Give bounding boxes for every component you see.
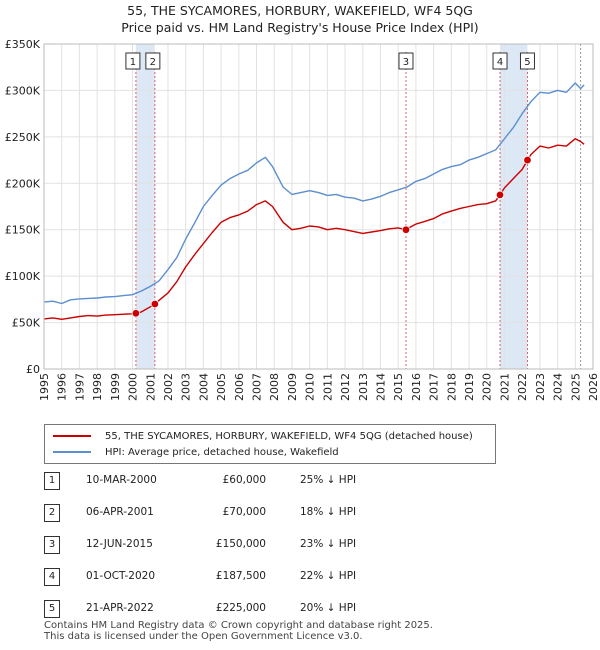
sale-point: [131, 309, 141, 318]
sale-number-box: [125, 52, 141, 70]
y-tick-label: £250K: [5, 131, 41, 144]
sale-price: £225,000: [215, 602, 266, 614]
x-tick-label: 2009: [286, 373, 299, 401]
x-tick-label: 2008: [268, 373, 281, 401]
y-tick-label: £350K: [5, 38, 41, 51]
chart-subtitle: Price paid vs. HM Land Registry's House …: [121, 20, 479, 35]
x-tick-label: 2017: [428, 373, 441, 401]
sale-date: 21-APR-2022: [86, 602, 154, 614]
sale-number-label: 3: [403, 57, 409, 68]
x-tick-label: 1997: [73, 373, 86, 401]
x-tick-label: 2011: [321, 373, 334, 401]
footer-copyright: Contains HM Land Registry data © Crown c…: [44, 620, 433, 631]
sale-row: 1 10-MAR-2000 £60,000 25% ↓ HPI: [44, 472, 374, 492]
sale-row: 4 01-OCT-2020 £187,500 22% ↓ HPI: [44, 568, 374, 588]
y-tick-label: £100K: [5, 270, 41, 283]
x-tick-label: 2010: [304, 373, 317, 401]
sale-hpi-diff: 20% ↓ HPI: [300, 602, 357, 614]
x-tick-label: 2024: [552, 373, 565, 401]
x-tick-label: 2002: [162, 373, 175, 401]
sale-number-box: [145, 52, 161, 70]
sale-point: [523, 155, 532, 165]
x-tick-label: 1995: [38, 373, 51, 401]
sale-point: [401, 225, 411, 234]
sale-number-label: 1: [130, 57, 136, 68]
x-tick-label: 2019: [463, 373, 476, 401]
sale-number-label: 2: [150, 57, 156, 68]
sale-number-badge: 5: [44, 600, 60, 618]
sale-price: £70,000: [222, 506, 266, 518]
sale-number-badge: 3: [44, 536, 60, 554]
x-tick-label: 2018: [445, 373, 458, 401]
sale-date: 10-MAR-2000: [86, 474, 157, 486]
x-tick-label: 2023: [534, 373, 547, 401]
sale-number-label: 4: [497, 57, 503, 68]
sale-point: [495, 190, 505, 200]
x-tick-label: 2016: [410, 373, 423, 401]
sale-number-badge: 4: [44, 568, 60, 586]
y-tick-label: £0: [26, 363, 40, 376]
legend-label-hpi: HPI: Average price, detached house, Wake…: [105, 446, 339, 458]
legend-item-hpi: HPI: Average price, detached house, Wake…: [53, 445, 339, 459]
x-tick-label: 1998: [91, 373, 104, 401]
y-tick-label: £50K: [12, 317, 41, 330]
x-tick-label: 2012: [339, 373, 352, 401]
sale-number-box: [492, 52, 508, 70]
x-tick-label: 2026: [587, 373, 600, 401]
x-tick-label: 1999: [109, 373, 122, 401]
chart-title: 55, THE SYCAMORES, HORBURY, WAKEFIELD, W…: [127, 3, 473, 18]
y-tick-label: £300K: [5, 84, 41, 97]
hpi-line: [43, 82, 585, 305]
legend-item-property: 55, THE SYCAMORES, HORBURY, WAKEFIELD, W…: [53, 429, 473, 443]
price-chart: 1 2 3 4 5 £0 £50K £100K £150K £200K £250K £300K £350…: [5, 38, 600, 401]
x-tick-label: 2013: [357, 373, 370, 401]
sale-price: £150,000: [215, 538, 266, 550]
footer: Contains HM Land Registry data © Crown c…: [44, 620, 433, 642]
y-tick-label: £200K: [5, 177, 41, 190]
sale-date: 01-OCT-2020: [86, 570, 155, 582]
sale-hpi-diff: 23% ↓ HPI: [300, 538, 357, 550]
sale-price: £187,500: [215, 570, 266, 582]
x-tick-label: 2000: [127, 373, 140, 401]
legend-swatch-property: [53, 435, 91, 437]
x-tick-label: 2022: [516, 373, 529, 401]
sale-row: 2 06-APR-2001 £70,000 18% ↓ HPI: [44, 504, 374, 524]
sale-period-shade: [135, 44, 155, 369]
sale-point: [150, 299, 160, 309]
sale-date: 06-APR-2001: [86, 506, 154, 518]
sale-number-badge: 1: [44, 472, 60, 490]
sale-number-box: [519, 52, 535, 70]
x-tick-label: 2003: [180, 373, 193, 401]
x-tick-label: 2020: [481, 373, 494, 401]
legend-swatch-hpi: [53, 451, 91, 453]
x-tick-label: 1996: [56, 373, 69, 401]
sale-number-badge: 2: [44, 504, 60, 522]
legend-label-property: 55, THE SYCAMORES, HORBURY, WAKEFIELD, W…: [105, 430, 473, 442]
sale-date: 12-JUN-2015: [86, 538, 153, 550]
sale-row: 5 21-APR-2022 £225,000 20% ↓ HPI: [44, 600, 374, 620]
x-tick-label: 2025: [569, 373, 582, 401]
sale-row: 3 12-JUN-2015 £150,000 23% ↓ HPI: [44, 536, 374, 556]
sale-hpi-diff: 22% ↓ HPI: [300, 570, 357, 582]
footer-license: This data is licensed under the Open Gov…: [44, 631, 363, 642]
sale-hpi-diff: 18% ↓ HPI: [300, 506, 357, 518]
x-tick-label: 2004: [197, 373, 210, 401]
sale-number-label: 5: [524, 57, 530, 68]
legend: 55, THE SYCAMORES, HORBURY, WAKEFIELD, W…: [44, 424, 496, 464]
sale-hpi-diff: 25% ↓ HPI: [300, 474, 357, 486]
x-tick-label: 2001: [144, 373, 157, 401]
sale-price: £60,000: [222, 474, 266, 486]
x-tick-label: 2021: [498, 373, 511, 401]
y-tick-label: £150K: [5, 224, 41, 237]
x-tick-label: 2015: [392, 373, 405, 401]
plot-border: [43, 43, 594, 370]
sale-number-box: [398, 52, 414, 70]
x-tick-label: 2014: [374, 373, 387, 401]
x-tick-label: 2007: [251, 373, 264, 401]
x-tick-label: 2006: [233, 373, 246, 401]
x-tick-label: 2005: [215, 373, 228, 401]
